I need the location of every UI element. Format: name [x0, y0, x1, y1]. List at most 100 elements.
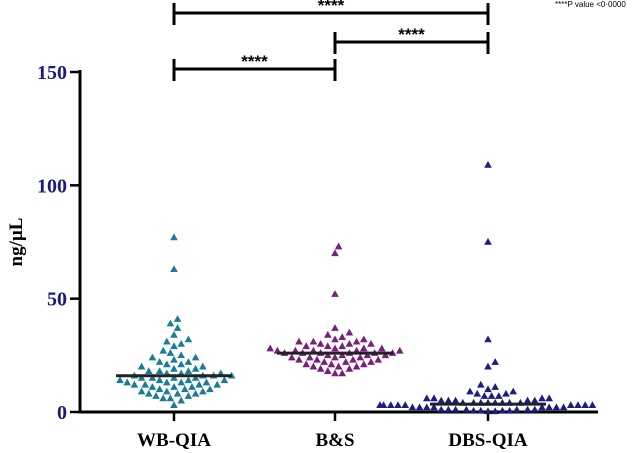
- data-point: [170, 383, 178, 390]
- data-point: [191, 374, 200, 381]
- data-point: [320, 358, 328, 365]
- data-point: [170, 364, 178, 372]
- data-point: [288, 353, 296, 361]
- data-point: [137, 387, 146, 395]
- data-point: [184, 335, 193, 343]
- data-point: [491, 358, 499, 365]
- data-point: [177, 351, 185, 359]
- y-tick-label: 0: [57, 402, 67, 424]
- data-point: [295, 355, 303, 363]
- data-point: [473, 389, 481, 397]
- data-point: [184, 367, 193, 374]
- data-point: [387, 401, 395, 408]
- data-point: [331, 353, 339, 361]
- data-point: [477, 406, 485, 414]
- data-point: [480, 392, 489, 399]
- data-point: [381, 351, 390, 359]
- data-point: [331, 249, 339, 257]
- data-point: [538, 394, 546, 402]
- data-point: [145, 367, 153, 374]
- significance-label: ****: [241, 52, 268, 71]
- data-point: [213, 380, 221, 388]
- data-point: [184, 376, 193, 384]
- data-point: [266, 344, 274, 352]
- data-point: [173, 324, 182, 331]
- x-tick-label: B&S: [315, 430, 354, 451]
- data-point: [505, 406, 514, 414]
- data-point: [360, 344, 368, 352]
- significance-label: ****: [318, 0, 345, 15]
- data-point: [349, 355, 357, 363]
- data-point: [588, 401, 597, 408]
- data-point: [324, 367, 332, 374]
- data-point: [170, 330, 178, 338]
- data-point: [155, 358, 164, 365]
- data-point: [327, 360, 336, 368]
- data-point: [574, 401, 582, 408]
- data-point: [423, 403, 431, 411]
- data-point: [437, 396, 445, 404]
- data-point: [170, 374, 178, 381]
- data-point: [423, 394, 431, 402]
- data-point: [451, 396, 460, 404]
- data-point: [523, 405, 532, 413]
- data-point: [484, 362, 492, 370]
- data-point: [155, 376, 164, 384]
- data-point: [170, 342, 178, 350]
- data-point: [163, 378, 171, 386]
- data-point: [170, 233, 178, 241]
- data-point: [302, 342, 310, 350]
- p-value-note: ****P value <0·0000: [555, 0, 626, 9]
- data-point: [170, 401, 178, 408]
- data-point: [331, 335, 339, 343]
- data-point: [148, 353, 157, 361]
- data-point: [378, 344, 386, 352]
- data-point: [145, 389, 153, 397]
- data-point: [338, 333, 346, 340]
- data-point: [202, 378, 211, 386]
- data-point: [451, 405, 460, 413]
- data-point: [401, 401, 409, 408]
- data-point: [466, 387, 474, 395]
- data-point: [130, 380, 139, 388]
- data-point: [491, 383, 499, 390]
- data-point: [462, 405, 471, 413]
- data-point: [116, 376, 124, 384]
- data-point: [430, 394, 438, 402]
- x-tick-label: WB-QIA: [137, 430, 211, 451]
- data-point: [356, 353, 364, 361]
- data-point: [367, 358, 375, 365]
- data-point: [374, 355, 382, 363]
- data-point: [338, 342, 346, 350]
- data-point: [513, 405, 521, 413]
- data-point: [177, 340, 185, 347]
- data-point: [295, 337, 303, 345]
- data-point: [581, 401, 589, 408]
- data-point: [408, 403, 417, 411]
- y-tick-label: 50: [47, 289, 67, 311]
- data-point: [545, 394, 553, 402]
- data-point: [184, 392, 193, 399]
- data-point: [484, 385, 492, 393]
- data-point: [152, 392, 160, 399]
- data-point: [567, 401, 575, 408]
- data-point: [206, 385, 214, 393]
- data-point: [302, 360, 310, 368]
- data-point: [177, 360, 185, 368]
- data-point: [484, 407, 492, 415]
- data-point: [306, 353, 314, 361]
- data-point: [137, 374, 146, 381]
- significance-label: ****: [398, 25, 425, 44]
- data-point: [342, 358, 350, 365]
- data-point: [184, 358, 193, 365]
- data-point: [220, 376, 229, 384]
- data-point: [159, 346, 167, 354]
- data-point: [155, 385, 164, 393]
- data-point: [484, 238, 492, 245]
- data-point: [396, 346, 404, 354]
- data-point: [363, 351, 372, 359]
- data-point: [191, 389, 200, 397]
- data-point: [545, 403, 553, 411]
- data-point: [331, 369, 339, 377]
- y-axis-label: ng/µL: [6, 218, 27, 267]
